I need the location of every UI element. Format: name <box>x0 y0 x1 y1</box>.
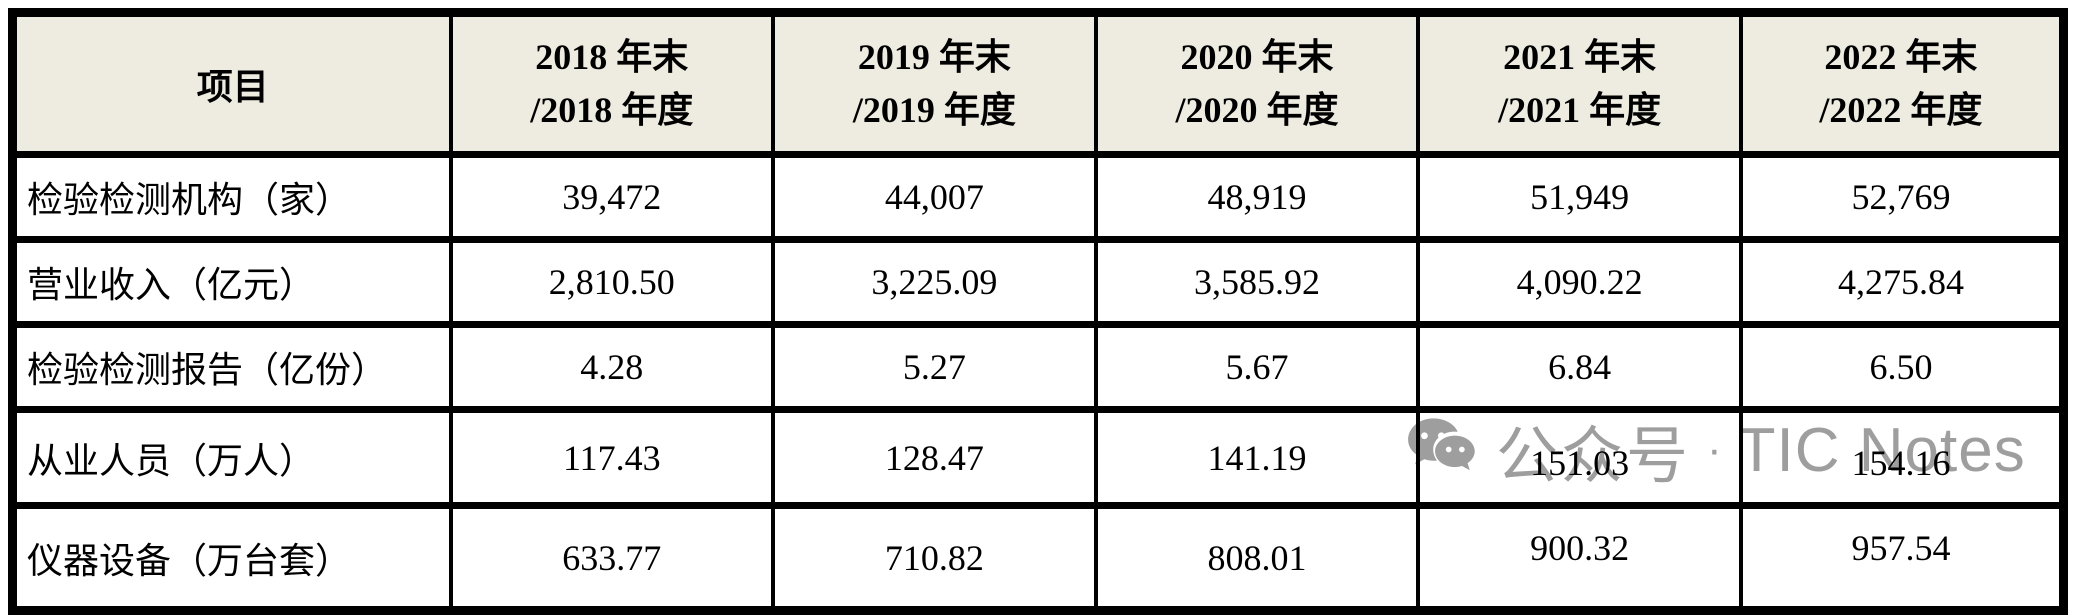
header-line-1: 2020 年末 <box>1180 37 1334 77</box>
cell-value: 6.50 <box>1738 321 2066 413</box>
header-line-1: 2018 年末 <box>535 37 689 77</box>
cell-value: 151.03 <box>1416 406 1743 509</box>
cell-value: 4,090.22 <box>1416 236 1743 328</box>
header-col-2019: 2019 年末 /2019 年度 <box>771 9 1098 158</box>
header-line-2: /2019 年度 <box>852 90 1016 130</box>
cell-value: 128.47 <box>771 406 1098 509</box>
cell-value: 633.77 <box>448 502 776 614</box>
cell-value: 4.28 <box>448 321 776 413</box>
cell-value: 5.67 <box>1093 321 1421 413</box>
cell-value: 51,949 <box>1416 151 1743 243</box>
cell-value: 39,472 <box>448 151 776 243</box>
header-line-2: /2021 年度 <box>1498 90 1662 130</box>
row-label: 仪器设备（万台套） <box>10 502 453 614</box>
inspection-industry-table: 项目 2018 年末 /2018 年度 2019 年末 /2019 年度 202… <box>8 8 2068 615</box>
cell-value: 6.84 <box>1416 321 1743 413</box>
header-item: 项目 <box>10 9 453 158</box>
cell-value: 48,919 <box>1093 151 1421 243</box>
header-line-2: /2020 年度 <box>1175 90 1339 130</box>
row-label: 检验检测机构（家） <box>10 151 453 243</box>
header-line-1: 2022 年末 <box>1824 37 1978 77</box>
table-row: 从业人员（万人） 117.43 128.47 141.19 151.03 154… <box>10 406 2066 509</box>
table-row: 检验检测报告（亿份） 4.28 5.27 5.67 6.84 6.50 <box>10 321 2066 413</box>
header-line-2: /2022 年度 <box>1819 90 1983 130</box>
header-col-2020: 2020 年末 /2020 年度 <box>1093 9 1421 158</box>
cell-value: 710.82 <box>771 502 1098 614</box>
header-col-2022: 2022 年末 /2022 年度 <box>1738 9 2066 158</box>
row-label: 从业人员（万人） <box>10 406 453 509</box>
header-line-2: /2018 年度 <box>530 90 694 130</box>
header-row: 项目 2018 年末 /2018 年度 2019 年末 /2019 年度 202… <box>10 9 2066 158</box>
row-label: 检验检测报告（亿份） <box>10 321 453 413</box>
cell-value: 900.32 <box>1416 502 1743 614</box>
cell-value: 117.43 <box>448 406 776 509</box>
cell-value: 154.16 <box>1738 406 2066 509</box>
statistics-table: 项目 2018 年末 /2018 年度 2019 年末 /2019 年度 202… <box>8 8 2068 615</box>
table-row: 营业收入（亿元） 2,810.50 3,225.09 3,585.92 4,09… <box>10 236 2066 328</box>
cell-value: 2,810.50 <box>448 236 776 328</box>
row-label: 营业收入（亿元） <box>10 236 453 328</box>
cell-value: 52,769 <box>1738 151 2066 243</box>
cell-value: 957.54 <box>1738 502 2066 614</box>
header-col-2021: 2021 年末 /2021 年度 <box>1416 9 1743 158</box>
header-line-1: 2021 年末 <box>1503 37 1657 77</box>
cell-value: 3,585.92 <box>1093 236 1421 328</box>
cell-value: 141.19 <box>1093 406 1421 509</box>
table-row: 仪器设备（万台套） 633.77 710.82 808.01 900.32 95… <box>10 502 2066 614</box>
header-col-2018: 2018 年末 /2018 年度 <box>448 9 776 158</box>
cell-value: 44,007 <box>771 151 1098 243</box>
table-row: 检验检测机构（家） 39,472 44,007 48,919 51,949 52… <box>10 151 2066 243</box>
cell-value: 5.27 <box>771 321 1098 413</box>
header-line-1: 2019 年末 <box>857 37 1011 77</box>
cell-value: 808.01 <box>1093 502 1421 614</box>
cell-value: 3,225.09 <box>771 236 1098 328</box>
cell-value: 4,275.84 <box>1738 236 2066 328</box>
